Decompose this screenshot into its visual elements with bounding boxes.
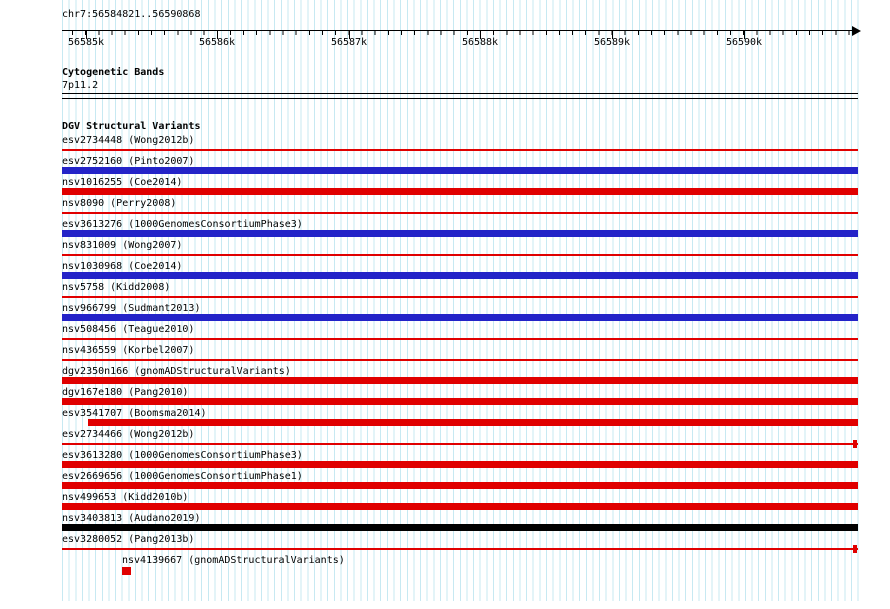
variant-bar[interactable] [62, 482, 858, 489]
variant-row: nsv499653 (Kidd2010b) [0, 491, 890, 512]
variant-bar[interactable] [62, 524, 858, 531]
variant-track-list: esv2734448 (Wong2012b) esv2752160 (Pinto2… [0, 134, 890, 575]
variant-label: nsv1016255 (Coe2014) [62, 177, 183, 188]
variant-bar[interactable] [62, 461, 858, 468]
variant-row: nsv966799 (Sudmant2013) [0, 302, 890, 323]
ruler-major-tick [86, 31, 87, 39]
variant-bar[interactable] [88, 419, 858, 426]
variant-label: nsv436559 (Korbel2007) [62, 345, 195, 356]
variant-label: esv3541707 (Boomsma2014) [62, 408, 207, 419]
variant-bar[interactable] [62, 359, 858, 361]
cytobands-section-title: Cytogenetic Bands [62, 67, 165, 78]
ruler-minor-ticks [72, 31, 853, 35]
variant-label: nsv499653 (Kidd2010b) [62, 492, 189, 503]
variant-label: nsv966799 (Sudmant2013) [62, 303, 201, 314]
variant-row: nsv5758 (Kidd2008) [0, 281, 890, 302]
variant-bar[interactable] [62, 377, 858, 384]
variant-label: nsv3403813 (Audano2019) [62, 513, 201, 524]
variant-row: dgv167e180 (Pang2010) [0, 386, 890, 407]
variant-bar[interactable] [122, 567, 131, 575]
variant-bar[interactable] [62, 230, 858, 237]
variant-label: dgv2350n166 (gnomADStructuralVariants) [62, 366, 291, 377]
variant-row: esv2752160 (Pinto2007) [0, 155, 890, 176]
ruler-tick-label: 56585k [67, 37, 105, 48]
ruler-tick-label: 56589k [593, 37, 631, 48]
variant-label: dgv167e180 (Pang2010) [62, 387, 189, 398]
variant-label: nsv4139667 (gnomADStructuralVariants) [122, 555, 345, 566]
ruler-line [62, 30, 853, 31]
ruler-major-tick [480, 31, 481, 39]
variant-label: esv3280052 (Pang2013b) [62, 534, 195, 545]
ruler-major-tick [217, 31, 218, 39]
dgv-section-title: DGV Structural Variants [62, 121, 201, 132]
ruler-tick-label: 56588k [461, 37, 499, 48]
ruler-tick-label: 56586k [198, 37, 236, 48]
grid-background [62, 0, 859, 601]
variant-label: nsv508456 (Teague2010) [62, 324, 195, 335]
ruler-tick-label: 56590k [725, 37, 763, 48]
region-label: chr7:56584821..56590868 [62, 9, 201, 20]
variant-label: esv2752160 (Pinto2007) [62, 156, 195, 167]
variant-row: esv3613280 (1000GenomesConsortiumPhase3) [0, 449, 890, 470]
variant-label: esv3613276 (1000GenomesConsortiumPhase3) [62, 219, 303, 230]
variant-row: esv2669656 (1000GenomesConsortiumPhase1) [0, 470, 890, 491]
variant-label: nsv831009 (Wong2007) [62, 240, 183, 251]
variant-row: esv2734466 (Wong2012b) [0, 428, 890, 449]
variant-bar[interactable] [62, 548, 858, 550]
variant-row: esv3280052 (Pang2013b) [0, 533, 890, 554]
variant-row: nsv1016255 (Coe2014) [0, 176, 890, 197]
variant-row: nsv1030968 (Coe2014) [0, 260, 890, 281]
variant-bar[interactable] [62, 398, 858, 405]
variant-bar[interactable] [62, 254, 858, 256]
variant-bar[interactable] [62, 338, 858, 340]
variant-row: nsv3403813 (Audano2019) [0, 512, 890, 533]
variant-row: nsv4139667 (gnomADStructuralVariants) [0, 554, 890, 575]
variant-row: nsv508456 (Teague2010) [0, 323, 890, 344]
ruler-major-tick [744, 31, 745, 39]
variant-bar[interactable] [62, 272, 858, 279]
variant-bar[interactable] [62, 503, 858, 510]
cytoband-bar[interactable] [62, 93, 858, 99]
variant-row: dgv2350n166 (gnomADStructuralVariants) [0, 365, 890, 386]
variant-label: esv2669656 (1000GenomesConsortiumPhase1) [62, 471, 303, 482]
variant-bar[interactable] [62, 167, 858, 174]
variant-bar[interactable] [62, 443, 858, 445]
variant-bar[interactable] [62, 149, 858, 151]
variant-end-cap[interactable] [853, 545, 857, 553]
variant-label: esv3613280 (1000GenomesConsortiumPhase3) [62, 450, 303, 461]
variant-label: nsv1030968 (Coe2014) [62, 261, 183, 272]
variant-label: esv2734448 (Wong2012b) [62, 135, 195, 146]
variant-row: esv2734448 (Wong2012b) [0, 134, 890, 155]
ruler-tick-label: 56587k [330, 37, 368, 48]
variant-row: nsv436559 (Korbel2007) [0, 344, 890, 365]
variant-row: nsv8090 (Perry2008) [0, 197, 890, 218]
ruler-major-tick [612, 31, 613, 39]
cytoband-label: 7p11.2 [62, 80, 99, 91]
ruler-major-tick [349, 31, 350, 39]
variant-row: nsv831009 (Wong2007) [0, 239, 890, 260]
variant-bar[interactable] [62, 296, 858, 298]
variant-label: esv2734466 (Wong2012b) [62, 429, 195, 440]
variant-end-cap[interactable] [853, 440, 857, 448]
variant-bar[interactable] [62, 188, 858, 195]
variant-row: esv3541707 (Boomsma2014) [0, 407, 890, 428]
variant-row: esv3613276 (1000GenomesConsortiumPhase3) [0, 218, 890, 239]
ruler-arrow-icon [852, 26, 861, 36]
variant-label: nsv5758 (Kidd2008) [62, 282, 171, 293]
variant-label: nsv8090 (Perry2008) [62, 198, 177, 209]
variant-bar[interactable] [62, 212, 858, 214]
variant-bar[interactable] [62, 314, 858, 321]
